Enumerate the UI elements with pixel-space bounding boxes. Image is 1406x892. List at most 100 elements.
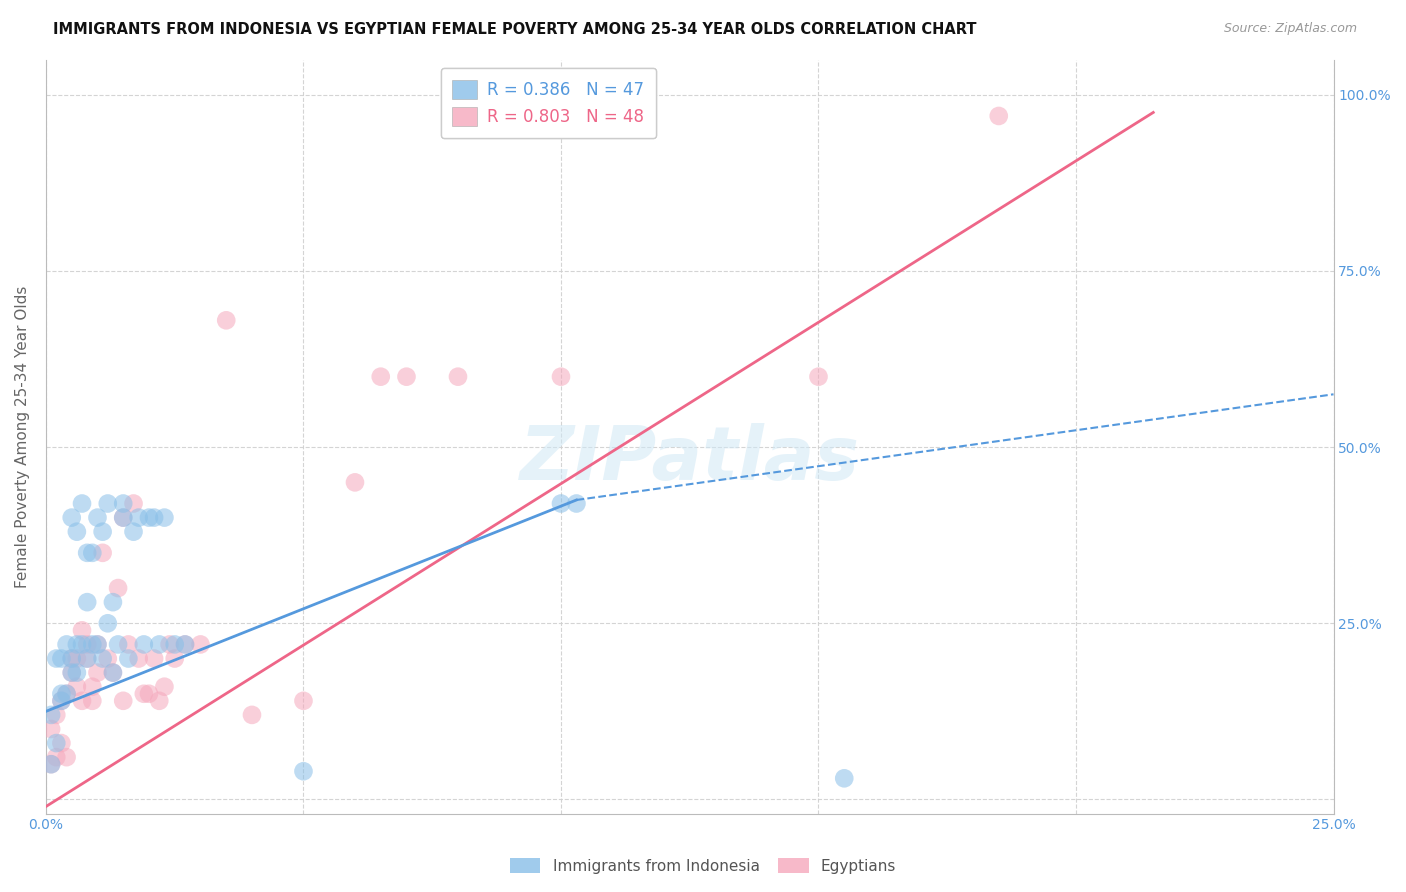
Point: [76, 637, 98, 651]
Point: [132, 637, 155, 651]
Point: [66, 651, 89, 665]
Point: [82, 546, 104, 560]
Point: [91, 524, 114, 539]
Point: [51, 687, 73, 701]
Point: [159, 637, 181, 651]
Point: [807, 369, 830, 384]
Point: [60, 665, 83, 680]
Point: [97, 651, 120, 665]
Point: [215, 313, 238, 327]
Point: [832, 772, 855, 786]
Point: [39, 757, 62, 772]
Point: [82, 694, 104, 708]
Point: [550, 369, 572, 384]
Point: [107, 581, 129, 595]
Point: [60, 651, 83, 665]
Point: [76, 651, 98, 665]
Point: [190, 637, 212, 651]
Point: [55, 750, 77, 764]
Point: [101, 665, 124, 680]
Point: [122, 524, 145, 539]
Point: [148, 637, 170, 651]
Point: [60, 665, 83, 680]
Text: IMMIGRANTS FROM INDONESIA VS EGYPTIAN FEMALE POVERTY AMONG 25-34 YEAR OLDS CORRE: IMMIGRANTS FROM INDONESIA VS EGYPTIAN FE…: [53, 22, 977, 37]
Point: [138, 510, 160, 524]
Point: [66, 524, 89, 539]
Legend: R = 0.386   N = 47, R = 0.803   N = 48: R = 0.386 N = 47, R = 0.803 N = 48: [440, 68, 657, 138]
Point: [138, 687, 160, 701]
Point: [60, 651, 83, 665]
Point: [70, 694, 93, 708]
Point: [447, 369, 470, 384]
Point: [112, 510, 135, 524]
Point: [153, 510, 176, 524]
Point: [45, 736, 67, 750]
Point: [91, 651, 114, 665]
Point: [97, 496, 120, 510]
Point: [39, 722, 62, 736]
Point: [112, 510, 135, 524]
Point: [82, 680, 104, 694]
Point: [76, 595, 98, 609]
Point: [117, 637, 139, 651]
Point: [343, 475, 366, 490]
Point: [51, 694, 73, 708]
Point: [86, 510, 108, 524]
Point: [112, 694, 135, 708]
Point: [370, 369, 392, 384]
Point: [86, 665, 108, 680]
Point: [82, 637, 104, 651]
Point: [45, 750, 67, 764]
Y-axis label: Female Poverty Among 25-34 Year Olds: Female Poverty Among 25-34 Year Olds: [15, 285, 30, 588]
Point: [66, 665, 89, 680]
Point: [70, 624, 93, 638]
Point: [174, 637, 197, 651]
Point: [163, 651, 186, 665]
Point: [143, 510, 166, 524]
Point: [70, 496, 93, 510]
Point: [148, 694, 170, 708]
Text: ZIPatlas: ZIPatlas: [520, 423, 859, 496]
Point: [60, 510, 83, 524]
Point: [132, 687, 155, 701]
Point: [51, 736, 73, 750]
Point: [76, 651, 98, 665]
Point: [55, 637, 77, 651]
Legend: Immigrants from Indonesia, Egyptians: Immigrants from Indonesia, Egyptians: [503, 852, 903, 880]
Point: [112, 496, 135, 510]
Point: [45, 651, 67, 665]
Point: [70, 637, 93, 651]
Point: [101, 665, 124, 680]
Point: [55, 687, 77, 701]
Point: [128, 651, 150, 665]
Point: [292, 764, 315, 779]
Point: [51, 651, 73, 665]
Point: [292, 694, 315, 708]
Point: [240, 707, 263, 722]
Point: [565, 496, 588, 510]
Point: [107, 637, 129, 651]
Point: [395, 369, 418, 384]
Point: [51, 694, 73, 708]
Point: [86, 637, 108, 651]
Point: [91, 546, 114, 560]
Point: [101, 595, 124, 609]
Point: [128, 510, 150, 524]
Point: [97, 616, 120, 631]
Point: [143, 651, 166, 665]
Point: [39, 757, 62, 772]
Point: [550, 496, 572, 510]
Point: [76, 546, 98, 560]
Point: [117, 651, 139, 665]
Point: [45, 707, 67, 722]
Point: [122, 496, 145, 510]
Point: [39, 707, 62, 722]
Point: [86, 637, 108, 651]
Point: [174, 637, 197, 651]
Point: [66, 637, 89, 651]
Text: Source: ZipAtlas.com: Source: ZipAtlas.com: [1223, 22, 1357, 36]
Point: [163, 637, 186, 651]
Point: [55, 687, 77, 701]
Point: [66, 680, 89, 694]
Point: [987, 109, 1010, 123]
